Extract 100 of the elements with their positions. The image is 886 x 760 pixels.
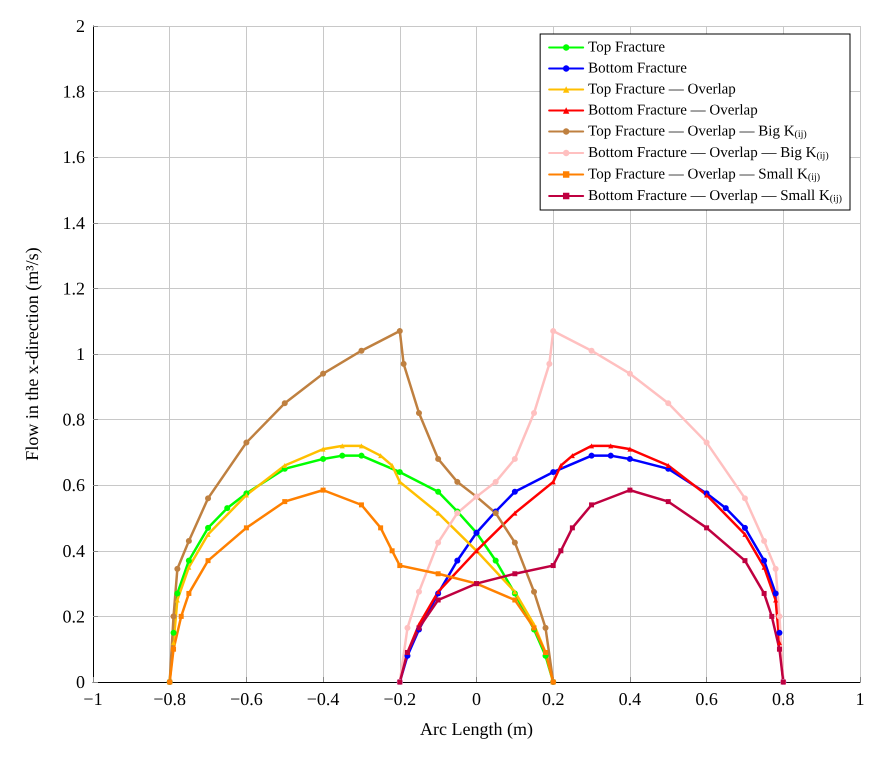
- point: [390, 463, 395, 468]
- point: [532, 625, 537, 630]
- point: [761, 538, 768, 544]
- point: [627, 488, 632, 493]
- point: [435, 488, 442, 495]
- point: [339, 452, 346, 459]
- point: [454, 558, 460, 564]
- point: [174, 590, 180, 596]
- point: [282, 463, 288, 468]
- point: [170, 630, 177, 636]
- point: [626, 456, 633, 462]
- point: [320, 456, 326, 462]
- point: [320, 488, 326, 493]
- point: [416, 625, 422, 630]
- y-tick-label: 1: [76, 344, 85, 364]
- point: [742, 524, 748, 531]
- point: [436, 598, 441, 602]
- point: [512, 488, 518, 495]
- point: [205, 524, 212, 531]
- point: [435, 540, 442, 546]
- x-tick-label: 0: [472, 689, 481, 709]
- point: [178, 614, 184, 619]
- point: [206, 558, 211, 564]
- point: [454, 478, 460, 485]
- legend-label: Top Fracture — Overlap: [588, 82, 736, 98]
- x-tick-label: 0.2: [542, 689, 564, 709]
- point: [243, 440, 250, 446]
- point: [742, 495, 748, 502]
- point: [416, 588, 422, 595]
- point: [340, 443, 345, 448]
- x-tick-label: 0.4: [618, 689, 642, 709]
- point: [378, 525, 384, 530]
- point: [531, 588, 538, 595]
- point: [627, 446, 632, 452]
- point: [608, 443, 614, 448]
- point: [320, 370, 326, 377]
- point: [320, 446, 326, 452]
- x-tick-label: 0.6: [695, 689, 718, 709]
- x-tick-label: 0.8: [772, 689, 795, 709]
- point: [666, 463, 671, 468]
- y-axis-title: Flow in the x-direction (m³/s): [22, 247, 42, 461]
- point: [512, 571, 518, 576]
- point: [171, 646, 176, 652]
- point: [435, 456, 442, 462]
- x-tick-label: −0.2: [383, 689, 416, 709]
- point: [512, 540, 518, 546]
- point: [282, 400, 288, 406]
- point: [769, 614, 774, 619]
- y-tick-label: 0.8: [62, 410, 85, 430]
- x-tick-label: −1: [83, 689, 103, 709]
- point: [772, 566, 779, 572]
- point: [776, 630, 782, 636]
- point: [542, 624, 549, 631]
- y-tick-label: 0: [76, 672, 85, 692]
- point: [762, 590, 767, 596]
- x-tick-label: −0.4: [306, 689, 340, 709]
- point: [558, 463, 564, 468]
- point: [186, 538, 192, 544]
- point: [704, 440, 710, 446]
- y-tick-label: 1.2: [62, 278, 85, 298]
- point: [762, 564, 767, 570]
- y-tick-label: 0.6: [62, 475, 85, 496]
- point: [772, 590, 779, 596]
- point: [742, 558, 748, 564]
- point: [704, 525, 710, 530]
- point: [589, 443, 594, 448]
- point: [492, 558, 499, 564]
- point: [773, 598, 778, 602]
- point: [608, 452, 614, 459]
- point: [224, 505, 230, 512]
- y-tick-label: 1.8: [62, 82, 85, 102]
- point: [742, 532, 748, 537]
- point: [400, 360, 407, 367]
- point: [776, 646, 782, 652]
- point: [358, 443, 364, 448]
- point: [570, 525, 575, 530]
- point: [397, 563, 402, 568]
- point: [170, 613, 177, 620]
- point: [358, 348, 364, 354]
- point: [404, 624, 410, 631]
- point: [174, 566, 180, 572]
- y-tick-label: 1.6: [62, 147, 85, 168]
- point: [531, 410, 538, 416]
- point: [206, 532, 211, 537]
- point: [666, 499, 671, 504]
- y-tick-label: 0.4: [62, 540, 85, 561]
- point: [776, 613, 782, 620]
- point: [244, 525, 249, 530]
- point: [416, 410, 422, 416]
- point: [396, 328, 403, 334]
- point: [186, 564, 192, 570]
- point: [186, 558, 192, 564]
- point: [588, 452, 595, 459]
- point: [665, 400, 672, 406]
- x-tick-label: −0.8: [153, 689, 186, 709]
- point: [550, 563, 556, 568]
- point: [761, 558, 768, 564]
- point: [589, 502, 594, 508]
- legend-label: Bottom Fracture: [588, 60, 688, 76]
- legend-label: Top Fracture: [588, 40, 666, 56]
